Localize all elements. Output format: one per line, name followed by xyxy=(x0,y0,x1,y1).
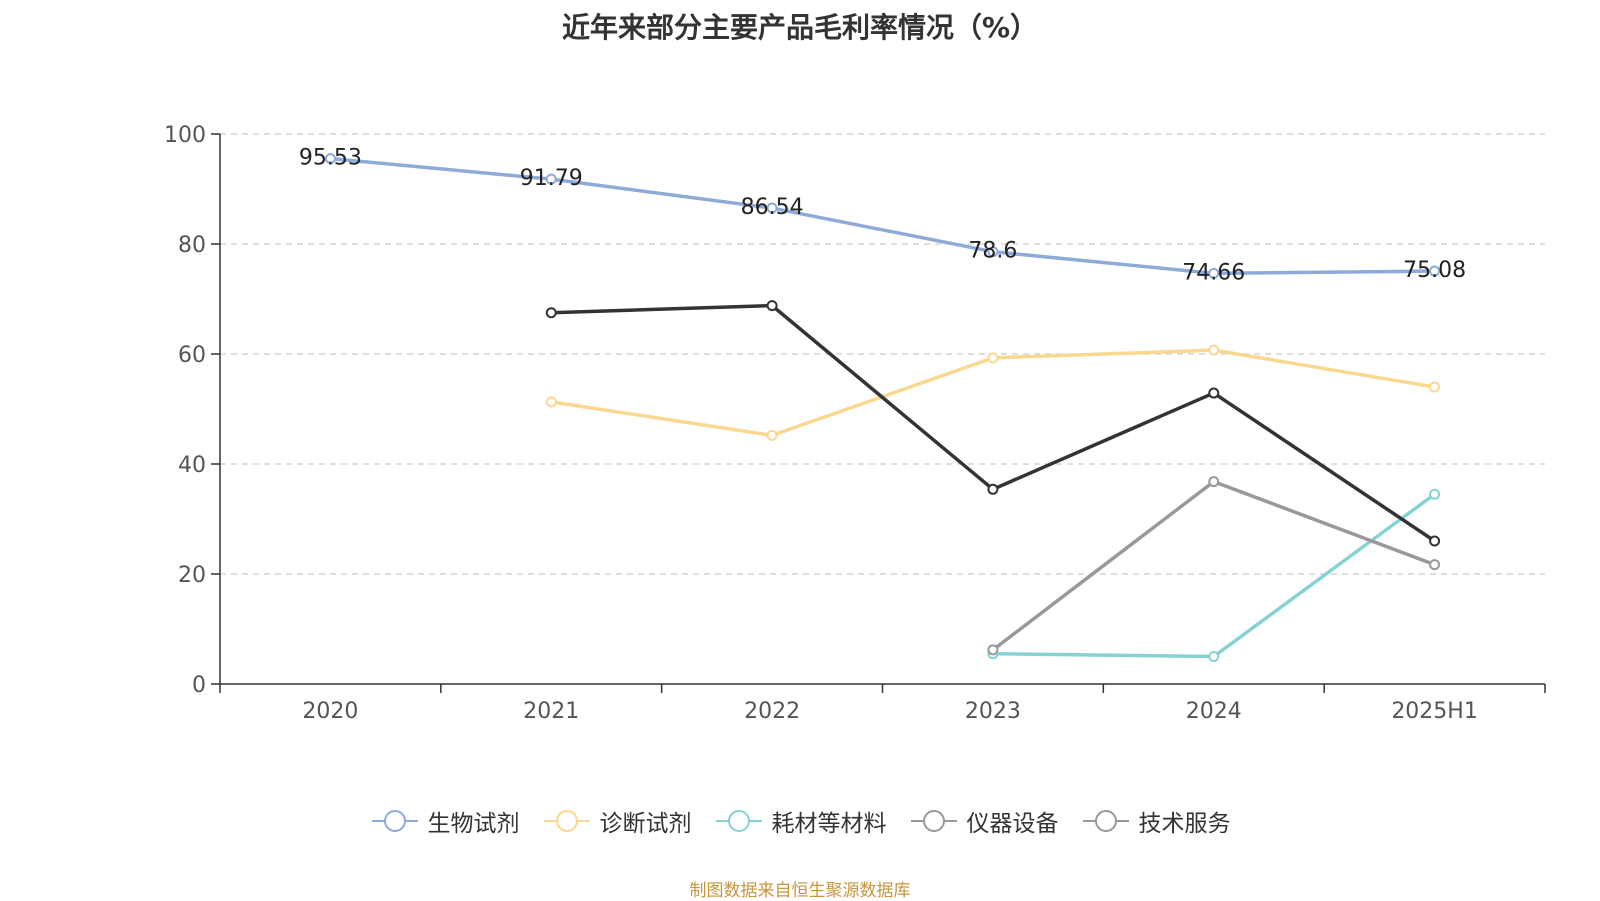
data-point xyxy=(324,153,336,165)
legend-label: 诊断试剂 xyxy=(599,811,692,837)
data-label: 91.79 xyxy=(520,166,583,191)
data-point xyxy=(1429,488,1441,500)
legend-item[interactable]: 仪器设备 xyxy=(909,804,1059,838)
data-point xyxy=(987,644,999,656)
x-tick-label: 2021 xyxy=(523,699,579,724)
data-point xyxy=(1208,476,1220,488)
data-point xyxy=(987,483,999,495)
legend-item[interactable]: 生物试剂 xyxy=(370,804,520,838)
data-point xyxy=(987,352,999,364)
chart-title: 近年来部分主要产品毛利率情况（%） xyxy=(561,11,1039,44)
data-point xyxy=(545,173,557,185)
grid-layer xyxy=(220,133,1545,575)
data-label: 95.53 xyxy=(299,146,362,171)
x-tick-label: 2020 xyxy=(302,699,358,724)
data-label: 86.54 xyxy=(741,195,804,220)
label-layer: 95.53 91.79 86.54 78.6 74.66 75.08 xyxy=(299,146,1466,286)
data-label: 75.08 xyxy=(1403,258,1466,283)
legend-swatch-icon xyxy=(715,810,762,832)
legend-swatch-icon xyxy=(543,810,590,832)
legend-label: 耗材等材料 xyxy=(771,811,887,837)
x-tick-label: 2023 xyxy=(965,699,1021,724)
x-tick-label: 2024 xyxy=(1186,699,1242,724)
y-tick-label: 0 xyxy=(192,673,206,698)
series-3 xyxy=(987,488,1441,662)
series-1 xyxy=(324,153,1441,279)
series-line xyxy=(992,492,1436,659)
legend-item[interactable]: 诊断试剂 xyxy=(542,804,692,838)
axis-layer: 0 20 40 60 80 100 2020 2021 2022 2023 2024 2025H1 xyxy=(164,123,1546,724)
data-point xyxy=(987,246,999,258)
data-label: 78.6 xyxy=(968,239,1017,264)
data-point xyxy=(1208,344,1220,356)
x-tick-label: 2022 xyxy=(744,699,800,724)
data-point xyxy=(766,202,778,214)
series-2 xyxy=(545,344,1441,441)
data-point xyxy=(1429,535,1441,547)
legend-item[interactable]: 耗材等材料 xyxy=(714,804,887,838)
legend-label: 生物试剂 xyxy=(427,811,520,837)
legend-label: 仪器设备 xyxy=(966,811,1059,837)
data-point xyxy=(1429,381,1441,393)
data-point xyxy=(545,307,557,319)
legend-label: 技术服务 xyxy=(1138,811,1231,837)
legend-swatch-icon xyxy=(910,810,957,832)
y-tick-label: 80 xyxy=(178,233,206,258)
y-tick-label: 100 xyxy=(164,123,206,148)
data-point xyxy=(766,429,778,441)
series-line xyxy=(991,479,1436,652)
source-note: 制图数据来自恒生聚源数据库 xyxy=(689,881,911,901)
data-point xyxy=(545,396,557,408)
data-point xyxy=(1208,387,1220,399)
data-point xyxy=(1208,267,1220,279)
series-5 xyxy=(545,300,1441,547)
series-layer xyxy=(324,153,1441,662)
y-tick-label: 40 xyxy=(178,453,206,478)
legend-swatch-icon xyxy=(1082,810,1129,832)
legend: 生物试剂 诊断试剂 耗材等材料 仪器设备 技术服务 xyxy=(0,804,1600,838)
data-label: 74.66 xyxy=(1182,260,1245,285)
y-tick-label: 60 xyxy=(178,343,206,368)
legend-item[interactable]: 技术服务 xyxy=(1081,804,1231,838)
data-point xyxy=(1429,559,1441,571)
data-point xyxy=(1208,651,1220,662)
y-tick-label: 20 xyxy=(178,563,206,588)
series-line xyxy=(330,156,1435,276)
legend-swatch-icon xyxy=(371,810,418,832)
x-tick-label: 2025H1 xyxy=(1391,699,1478,724)
data-point xyxy=(766,300,778,312)
data-point xyxy=(1429,265,1441,277)
series-4 xyxy=(987,476,1441,656)
